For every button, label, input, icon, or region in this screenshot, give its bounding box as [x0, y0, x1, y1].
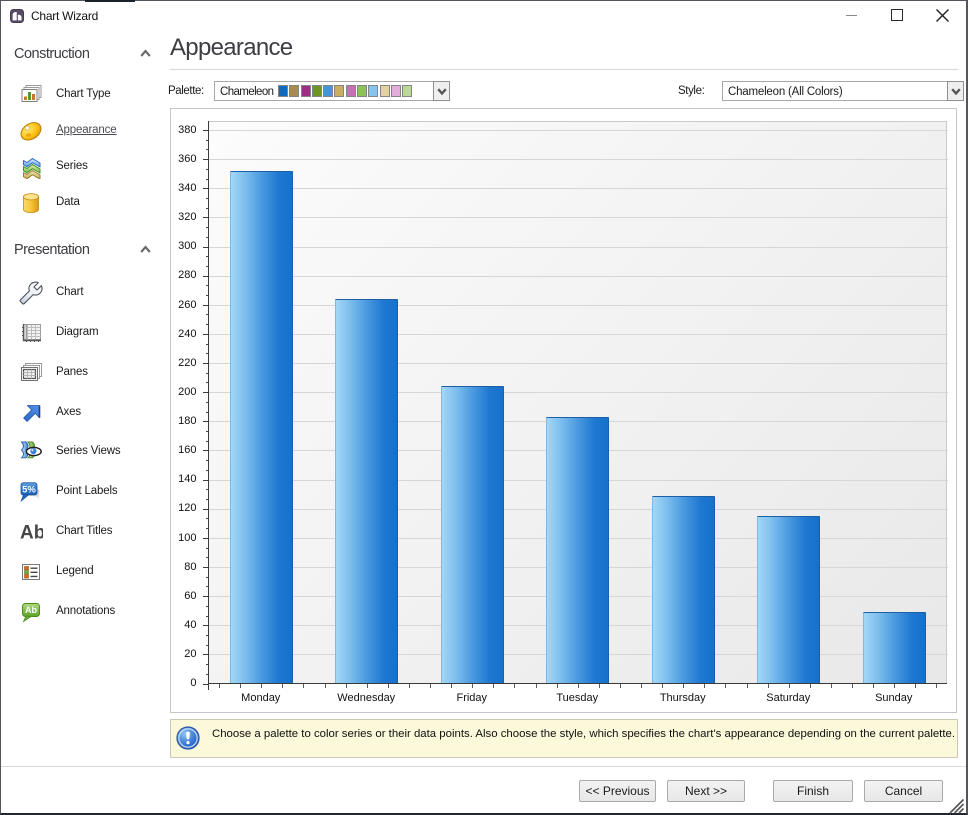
- svg-text:Ab: Ab: [20, 523, 43, 544]
- svg-text:Ab: Ab: [25, 605, 37, 615]
- svg-text:5%: 5%: [22, 485, 36, 496]
